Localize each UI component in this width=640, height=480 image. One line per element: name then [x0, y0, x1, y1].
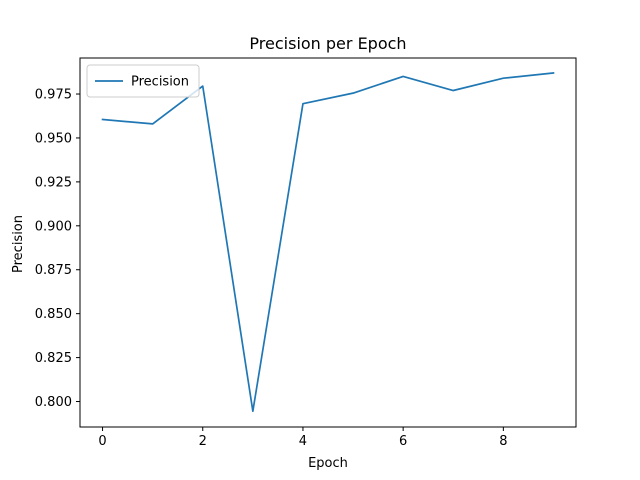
x-tick-label-6: 6 [399, 434, 407, 449]
x-tick-label-8: 8 [499, 434, 507, 449]
x-axis-label: Epoch [308, 456, 348, 471]
legend: Precision [86, 64, 200, 98]
chart-title: Precision per Epoch [249, 34, 406, 53]
plot-frame [79, 57, 577, 428]
x-tick-label-0: 0 [98, 434, 106, 449]
x-tick-label-2: 2 [199, 434, 207, 449]
y-tick-label-6: 0.950 [35, 131, 72, 146]
y-tick-label-2: 0.850 [35, 307, 72, 322]
y-tick-label-5: 0.925 [35, 175, 72, 190]
legend-box [86, 64, 200, 98]
y-tick-label-1: 0.825 [35, 351, 72, 366]
x-tick-label-4: 4 [299, 434, 307, 449]
y-axis-label: Precision [11, 215, 26, 273]
y-tick-label-7: 0.975 [35, 88, 72, 103]
y-tick-label-0: 0.800 [35, 395, 72, 410]
legend-label-0: Precision [131, 75, 189, 90]
plot-area: 0 2 4 6 8 0.800 0.825 0.850 0.875 0.900 0.925 0.950… [35, 57, 577, 449]
y-tick-label-3: 0.875 [35, 263, 72, 278]
series-line-0 [101, 72, 555, 413]
y-tick-label-4: 0.900 [35, 219, 72, 234]
